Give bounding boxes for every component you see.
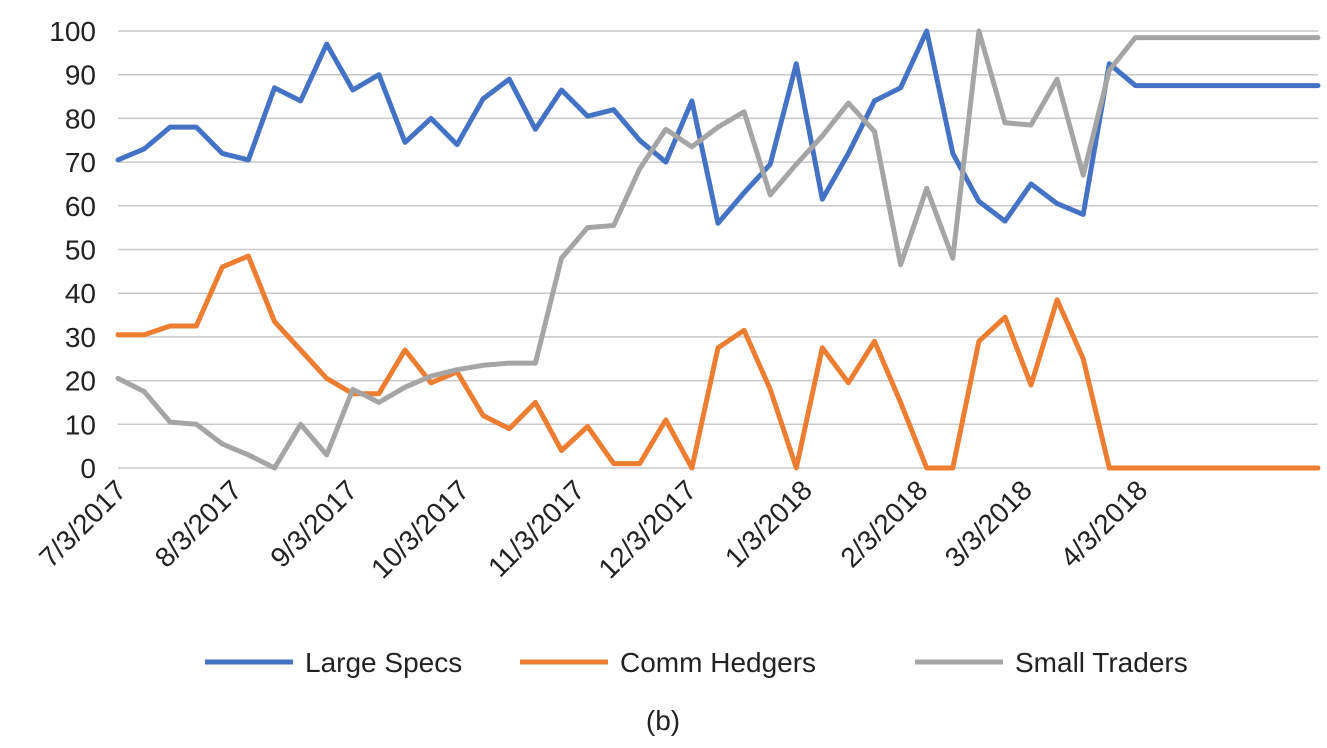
series-line-comm-hedgers (115, 253, 1321, 471)
series-line-small-traders (115, 28, 1321, 471)
figure-caption: (b) (646, 705, 680, 736)
y-axis-ticks: 0 10 20 30 40 50 60 70 80 90 100 (49, 16, 96, 484)
y-tick-label: 80 (65, 103, 96, 134)
y-tick-label: 60 (65, 191, 96, 222)
series-lines (115, 28, 1321, 471)
y-tick-label: 0 (80, 453, 96, 484)
legend-label: Small Traders (1015, 647, 1188, 678)
y-tick-label: 90 (65, 60, 96, 91)
y-tick-label: 20 (65, 366, 96, 397)
y-tick-label: 30 (65, 322, 96, 353)
gridlines (118, 30, 1318, 469)
x-tick-label: 11/3/2017 (482, 474, 591, 583)
y-tick-label: 100 (49, 16, 96, 47)
y-tick-label: 70 (65, 147, 96, 178)
x-tick-label: 8/3/2017 (149, 474, 248, 573)
x-axis-ticks: 7/3/2017 8/3/2017 9/3/2017 10/3/2017 11/3/20… (33, 474, 1153, 584)
legend: Large Specs Comm Hedgers Small Traders (205, 647, 1188, 678)
x-tick-label: 2/3/2018 (834, 474, 933, 573)
series-line-large-specs (115, 28, 1321, 226)
x-tick-label: 3/3/2018 (939, 474, 1038, 573)
x-tick-label: 7/3/2017 (33, 474, 132, 573)
x-tick-label: 12/3/2017 (592, 474, 702, 584)
x-tick-label: 4/3/2018 (1054, 474, 1153, 573)
x-tick-label: 9/3/2017 (264, 474, 363, 573)
y-tick-label: 50 (65, 235, 96, 266)
legend-label: Large Specs (305, 647, 462, 678)
x-tick-label: 10/3/2017 (365, 474, 475, 584)
legend-label: Comm Hedgers (620, 647, 816, 678)
x-tick-label: 1/3/2018 (719, 474, 818, 573)
y-tick-label: 10 (65, 409, 96, 440)
y-tick-label: 40 (65, 278, 96, 309)
